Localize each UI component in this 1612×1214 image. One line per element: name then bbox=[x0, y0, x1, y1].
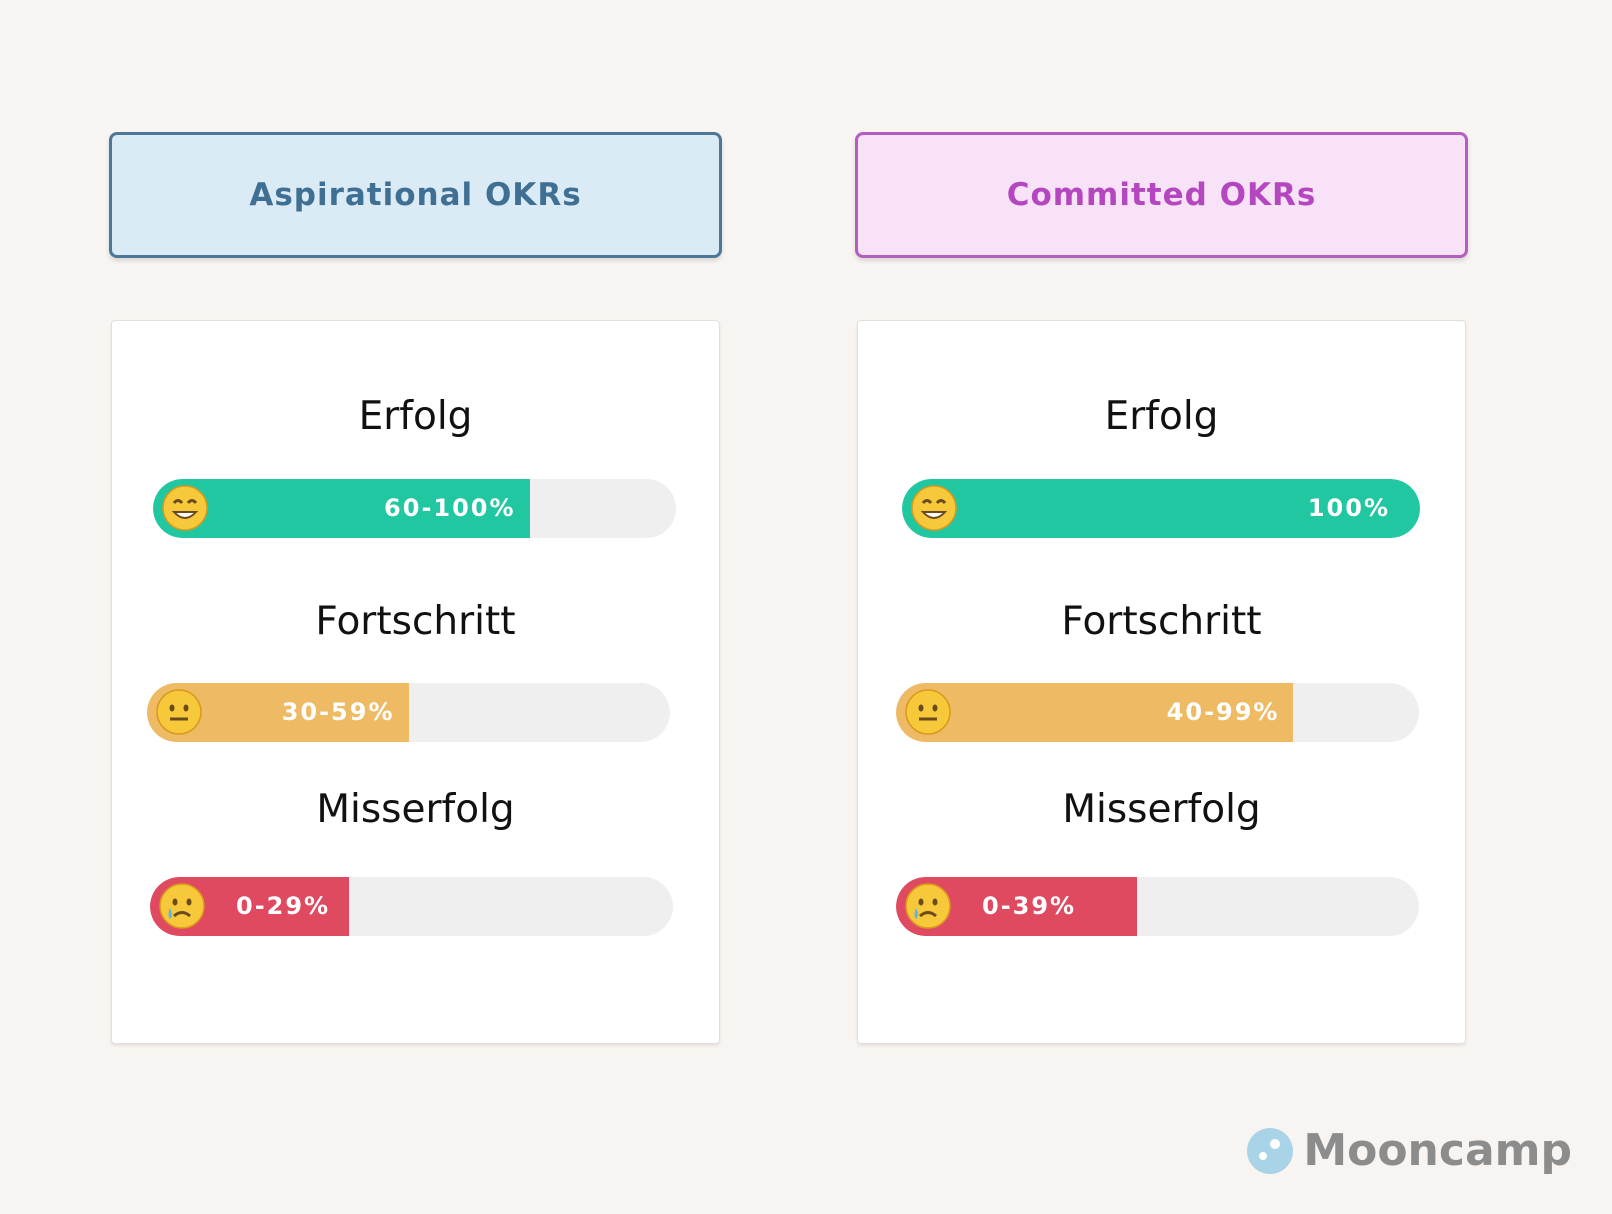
range-label: 40-99% bbox=[1166, 698, 1280, 726]
emoji-icon bbox=[155, 688, 203, 740]
emoji-icon bbox=[161, 484, 209, 536]
emoji-icon bbox=[904, 882, 952, 934]
range-label: 60-100% bbox=[384, 494, 516, 522]
progress-track: 0-29% bbox=[150, 877, 673, 936]
column-header: Aspirational OKRs bbox=[109, 132, 722, 258]
logo: Mooncamp bbox=[1245, 1125, 1572, 1176]
progress-track: 60-100% bbox=[153, 479, 676, 538]
progress-track: 30-59% bbox=[147, 683, 670, 742]
level-label: Erfolg bbox=[1104, 394, 1219, 439]
level-label: Fortschritt bbox=[315, 599, 516, 644]
emoji-icon bbox=[910, 484, 958, 536]
range-label: 0-39% bbox=[982, 892, 1077, 920]
card: Erfolg 100% Fortschritt 40-99% Misserfolg 0-3… bbox=[857, 320, 1466, 1044]
level-label: Erfolg bbox=[358, 394, 473, 439]
level-label: Misserfolg bbox=[1062, 787, 1261, 832]
level-label: Fortschritt bbox=[1061, 599, 1262, 644]
logo-text: Mooncamp bbox=[1303, 1125, 1572, 1176]
card: Erfolg 60-100% Fortschritt 30-59% Misserfolg… bbox=[111, 320, 720, 1044]
progress-track: 0-39% bbox=[896, 877, 1419, 936]
column-header: Committed OKRs bbox=[855, 132, 1468, 258]
progress-fill bbox=[902, 479, 1420, 538]
emoji-icon bbox=[158, 882, 206, 934]
range-label: 100% bbox=[1307, 494, 1390, 522]
progress-fill bbox=[896, 683, 1294, 742]
range-label: 30-59% bbox=[281, 698, 395, 726]
logo-icon bbox=[1247, 1127, 1294, 1174]
progress-track: 40-99% bbox=[896, 683, 1419, 742]
level-label: Misserfolg bbox=[316, 787, 515, 832]
emoji-icon bbox=[904, 688, 952, 740]
progress-track: 100% bbox=[902, 479, 1420, 538]
range-label: 0-29% bbox=[236, 892, 331, 920]
progress-fill bbox=[153, 479, 530, 538]
